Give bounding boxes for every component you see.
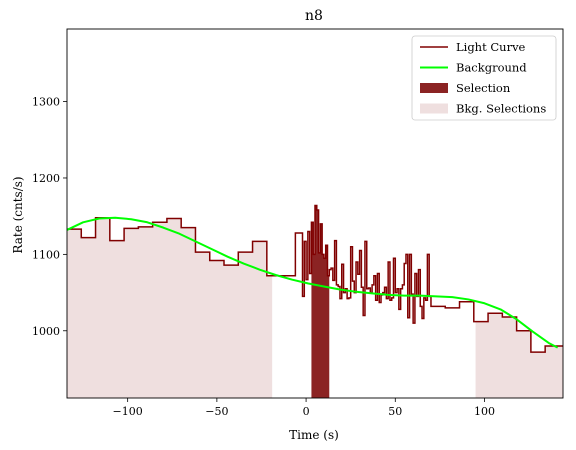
selection-region bbox=[311, 205, 330, 398]
x-tick-label: −50 bbox=[205, 405, 228, 418]
y-tick-label: 1200 bbox=[32, 172, 60, 185]
bkg-selection-layer bbox=[67, 217, 563, 398]
y-axis-ticks: 1000 1100 1200 1300 bbox=[32, 96, 67, 338]
legend-swatch bbox=[420, 103, 448, 114]
selection-layer bbox=[311, 205, 330, 398]
y-tick-label: 1300 bbox=[32, 96, 60, 109]
x-tick-label: 50 bbox=[388, 405, 402, 418]
legend-entry: Selection bbox=[456, 81, 511, 95]
x-axis-label: Time (s) bbox=[289, 428, 339, 442]
legend-swatch bbox=[420, 83, 448, 93]
y-axis-label: Rate (cnts/s) bbox=[11, 176, 25, 253]
y-tick-label: 1000 bbox=[32, 325, 60, 338]
bkg-selection-region bbox=[67, 217, 273, 398]
plot-frame bbox=[66, 28, 564, 399]
x-axis-ticks: −100 −50 0 50 100 bbox=[113, 398, 495, 418]
y-tick-label: 1100 bbox=[32, 248, 60, 261]
legend: Light Curve Background Selection Bkg. Selec… bbox=[411, 35, 557, 121]
legend-box bbox=[411, 35, 557, 121]
legend-entry: Background bbox=[456, 61, 527, 75]
background-series bbox=[66, 216, 559, 349]
legend-entry: Light Curve bbox=[456, 40, 526, 54]
chart-title: n8 bbox=[305, 8, 323, 24]
bkg-selection-region bbox=[475, 313, 563, 398]
x-tick-label: 0 bbox=[303, 405, 310, 418]
x-tick-label: 100 bbox=[474, 405, 495, 418]
series-layer bbox=[66, 204, 563, 353]
legend-entry: Bkg. Selections bbox=[456, 102, 546, 116]
x-tick-label: −100 bbox=[113, 405, 143, 418]
